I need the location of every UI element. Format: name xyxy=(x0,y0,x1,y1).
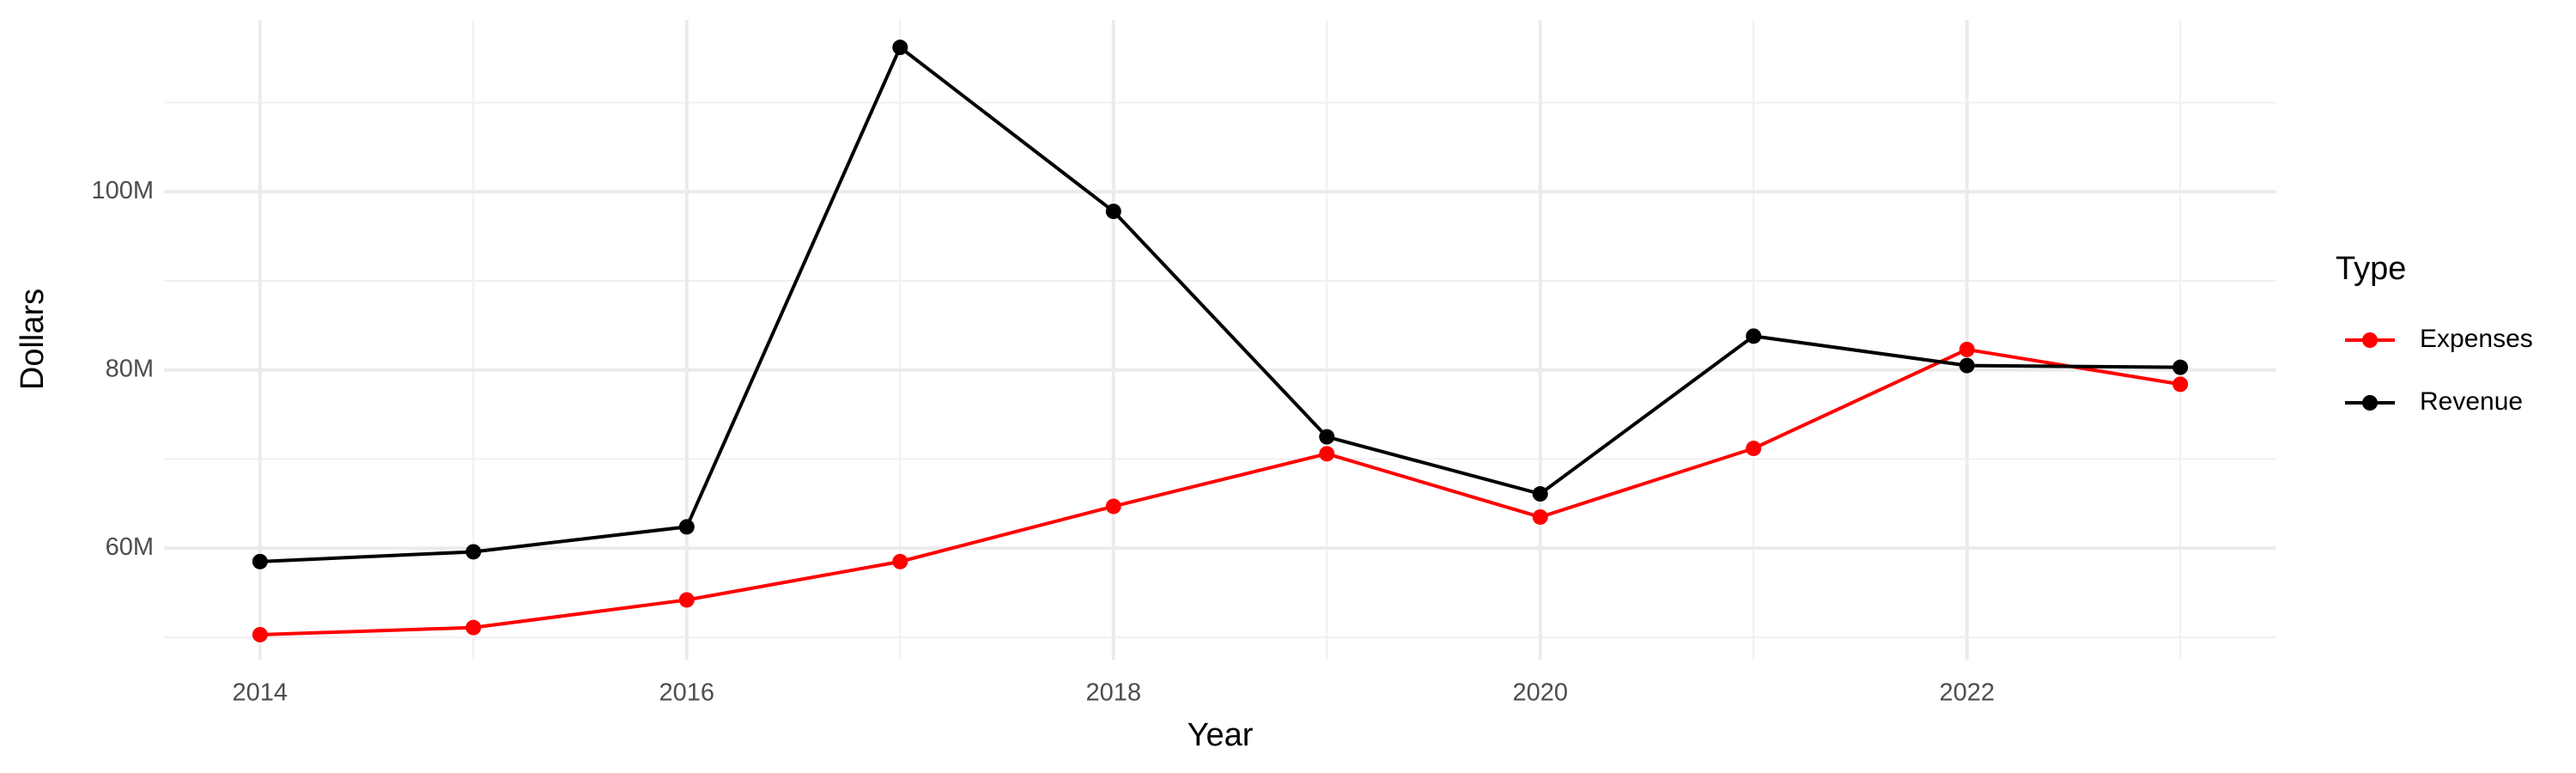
x-tick-label: 2016 xyxy=(659,679,715,707)
y-tick-label: 60M xyxy=(106,533,154,561)
point xyxy=(1532,508,1548,525)
line xyxy=(259,347,2181,636)
y-axis-title: Dollars xyxy=(15,289,51,390)
point xyxy=(1319,429,1335,445)
point xyxy=(1746,328,1762,344)
x-tick-label: 2022 xyxy=(1939,679,1995,707)
y-tick-label: 100M xyxy=(91,177,154,204)
point xyxy=(252,553,268,569)
legend-label: Revenue xyxy=(2420,387,2523,416)
legend-key-point xyxy=(2362,332,2378,348)
point xyxy=(1746,441,1762,457)
x-tick-label: 2018 xyxy=(1085,679,1141,707)
point xyxy=(892,553,908,569)
legend-label: Expenses xyxy=(2420,325,2533,353)
legend-title: Type xyxy=(2336,251,2406,287)
x-axis-title: Year xyxy=(1188,717,1254,753)
point xyxy=(1105,498,1121,514)
point xyxy=(465,544,482,560)
point xyxy=(678,592,695,608)
x-tick-label: 2020 xyxy=(1512,679,1568,707)
y-tick-label: 80M xyxy=(106,355,154,382)
point xyxy=(465,619,482,636)
point xyxy=(2172,359,2189,375)
point xyxy=(1959,357,1975,374)
point xyxy=(2172,376,2189,393)
point xyxy=(1319,446,1335,462)
legend-key-point xyxy=(2362,395,2378,411)
point xyxy=(1532,486,1548,502)
line xyxy=(259,45,2181,563)
x-tick-label: 2014 xyxy=(233,679,289,707)
point xyxy=(1959,341,1975,357)
point xyxy=(678,519,695,535)
point xyxy=(1105,204,1121,220)
point xyxy=(252,626,268,642)
point xyxy=(892,40,908,56)
